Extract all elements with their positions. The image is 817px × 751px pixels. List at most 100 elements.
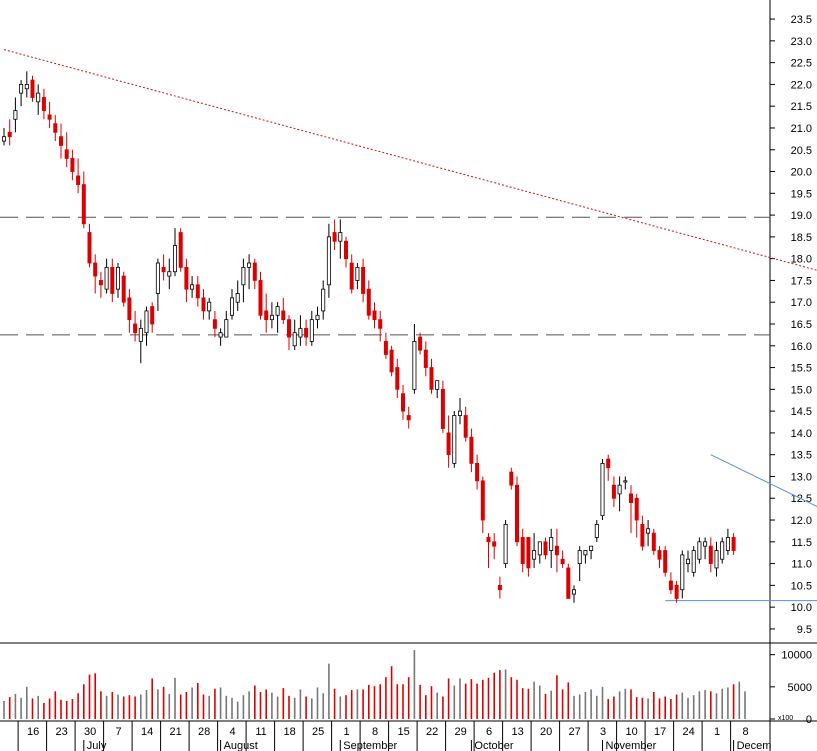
- candle-down: [349, 262, 354, 290]
- candle-down: [7, 131, 12, 138]
- candle-down: [543, 541, 548, 556]
- candle-up: [412, 341, 417, 390]
- downtrend-line: [3, 49, 817, 271]
- price-tick-label: 18.5: [791, 232, 812, 244]
- candle-up: [224, 319, 229, 338]
- month-label: September: [343, 740, 397, 751]
- candle-down: [264, 310, 269, 321]
- candle-down: [480, 480, 485, 521]
- time-axis: 16 23 30 7 14 21 28 4 11 18 25 1 8 15 22 29 6 13 20 27 3 10 17…: [0, 720, 817, 751]
- candle-down: [668, 580, 673, 591]
- candle-up: [235, 293, 240, 303]
- date-label: 27: [568, 726, 580, 738]
- candle-down: [70, 158, 75, 172]
- candle-up: [321, 288, 326, 312]
- candle-down: [81, 184, 86, 225]
- price-tick-label: 19.0: [791, 210, 812, 222]
- candle-down: [640, 523, 645, 547]
- candle-down: [515, 484, 520, 543]
- candle-down: [509, 471, 514, 486]
- candle-up: [315, 314, 320, 321]
- candle-down: [383, 341, 388, 355]
- date-label: 4: [230, 726, 236, 738]
- date-label: 30: [84, 726, 96, 738]
- volume-tick-label: 5000: [788, 682, 812, 694]
- candle-up: [503, 523, 508, 564]
- date-label: 14: [141, 726, 153, 738]
- candle-down: [53, 123, 58, 133]
- candle-up: [247, 262, 252, 268]
- candle-down: [554, 545, 559, 556]
- candle-down: [178, 232, 183, 268]
- candle-up: [572, 589, 577, 595]
- candle-up: [725, 537, 730, 551]
- candle-down: [127, 297, 132, 321]
- candle-down: [372, 310, 377, 321]
- candle-down: [332, 232, 337, 242]
- date-label: 10: [625, 726, 637, 738]
- candle-down: [651, 532, 656, 551]
- date-label: 6: [486, 726, 492, 738]
- candle-down: [59, 136, 64, 146]
- date-label: 3: [600, 726, 606, 738]
- candle-down: [440, 388, 445, 429]
- price-tick-label: 9.5: [797, 624, 812, 636]
- month-label: October: [474, 740, 513, 751]
- price-tick-label: 10.0: [791, 602, 812, 614]
- candle-down: [161, 266, 166, 273]
- candle-down: [629, 493, 634, 504]
- candle-down: [526, 537, 531, 569]
- candle-up: [691, 550, 696, 573]
- date-label: 8: [743, 726, 749, 738]
- candle-down: [366, 288, 371, 316]
- candle-up: [19, 84, 24, 94]
- price-tick-label: 11.5: [791, 537, 812, 549]
- price-tick-label: 21.0: [791, 123, 812, 135]
- date-label: 21: [169, 726, 181, 738]
- candle-up: [13, 110, 18, 120]
- candle-down: [492, 541, 497, 547]
- month-label: July: [87, 740, 107, 751]
- candle-up: [309, 319, 314, 342]
- price-tick-label: 17.0: [791, 297, 812, 309]
- price-tick-label: 21.5: [791, 101, 812, 113]
- date-label: 1: [344, 726, 350, 738]
- candle-down: [110, 266, 115, 294]
- month-label: Decem: [737, 740, 772, 751]
- candle-down: [133, 323, 138, 334]
- candle-up: [549, 537, 554, 551]
- candle-up: [138, 327, 143, 342]
- candle-down: [497, 584, 502, 591]
- candle-down: [469, 436, 474, 464]
- date-label: 15: [397, 726, 409, 738]
- price-tick-label: 23.0: [791, 36, 812, 48]
- candle-down: [634, 497, 639, 521]
- date-label: 8: [372, 726, 378, 738]
- date-label: 25: [312, 726, 324, 738]
- candle-up: [2, 136, 7, 142]
- candle-down: [708, 545, 713, 564]
- candle-up: [686, 558, 691, 564]
- price-tick-label: 16.0: [791, 341, 812, 353]
- candle-down: [76, 175, 81, 186]
- volume-tick-label: 0: [806, 714, 812, 726]
- candle-down: [184, 266, 189, 290]
- candle-down: [258, 280, 263, 316]
- candle-down: [150, 306, 155, 325]
- candle-down: [47, 114, 52, 120]
- candle-up: [292, 332, 297, 347]
- date-label: 29: [454, 726, 466, 738]
- candle-down: [64, 149, 69, 159]
- candle-up: [646, 528, 651, 534]
- price-tick-label: 22.5: [791, 58, 812, 70]
- candle-up: [680, 554, 685, 591]
- date-label: 13: [511, 726, 523, 738]
- date-label: 24: [682, 726, 694, 738]
- volume-unit-label: x100: [778, 715, 793, 722]
- candle-up: [583, 550, 588, 556]
- date-label: 22: [426, 726, 438, 738]
- candle-down: [361, 266, 366, 294]
- candle-down: [41, 97, 46, 111]
